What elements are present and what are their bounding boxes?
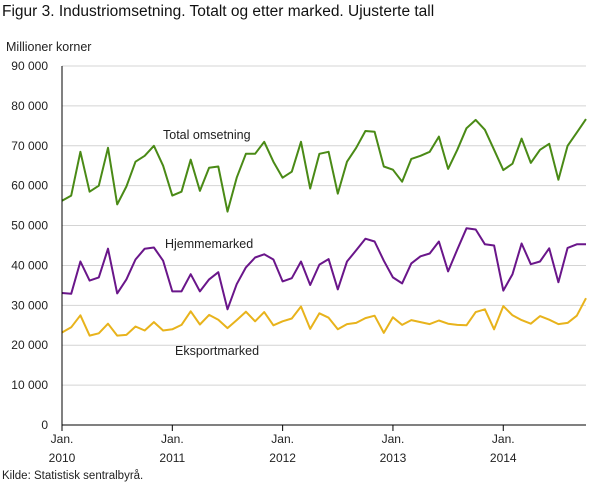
series-label: Hjemmemarked [165,237,253,251]
x-tick-label-month: Jan. [382,432,405,446]
x-tick-label-month: Jan. [271,432,294,446]
chart-title: Figur 3. Industriomsetning. Totalt og et… [2,3,435,20]
series-line [61,297,587,337]
x-tick-label-year: 2012 [269,451,296,465]
series-label: Total omsetning [163,128,251,142]
y-tick-label: 50 000 [11,219,48,233]
series-lines [61,118,587,337]
y-tick-label: 60 000 [11,179,48,193]
y-tick-label: 20 000 [11,338,48,352]
series-line [61,227,586,311]
x-tick-label-year: 2011 [159,451,185,465]
x-tick-label-year: 2013 [380,451,407,465]
source-note: Kilde: Statistisk sentralbyrå. [2,470,144,482]
x-axis: Jan. 2010 Jan. 2011 Jan. 2012 Jan. 2013 Jan. 2014 [49,66,586,465]
y-tick-label: 90 000 [11,59,48,73]
x-tick-label-month: Jan. [51,432,74,446]
series-line [61,118,587,213]
y-axis-label: Millioner korner [6,40,91,54]
y-tick-label: 70 000 [11,139,48,153]
x-tick-label-year: 2014 [490,451,517,465]
x-tick-label-month: Jan. [492,432,515,446]
y-tick-label: 30 000 [11,298,48,312]
y-tick-labels: 0 10 000 20 000 30 000 40 000 50 000 60 000 70 … [11,59,48,432]
gridlines [62,65,586,386]
x-tick-label-year: 2010 [49,451,76,465]
x-tick-label-month: Jan. [161,432,184,446]
y-tick-label: 0 [41,418,48,432]
y-tick-label: 80 000 [11,99,48,113]
series-labels: Total omsetning Hjemmemarked Eksportmarked [163,128,259,358]
y-tick-label: 10 000 [11,378,48,392]
y-tick-label: 40 000 [11,258,48,272]
series-label: Eksportmarked [175,344,259,358]
